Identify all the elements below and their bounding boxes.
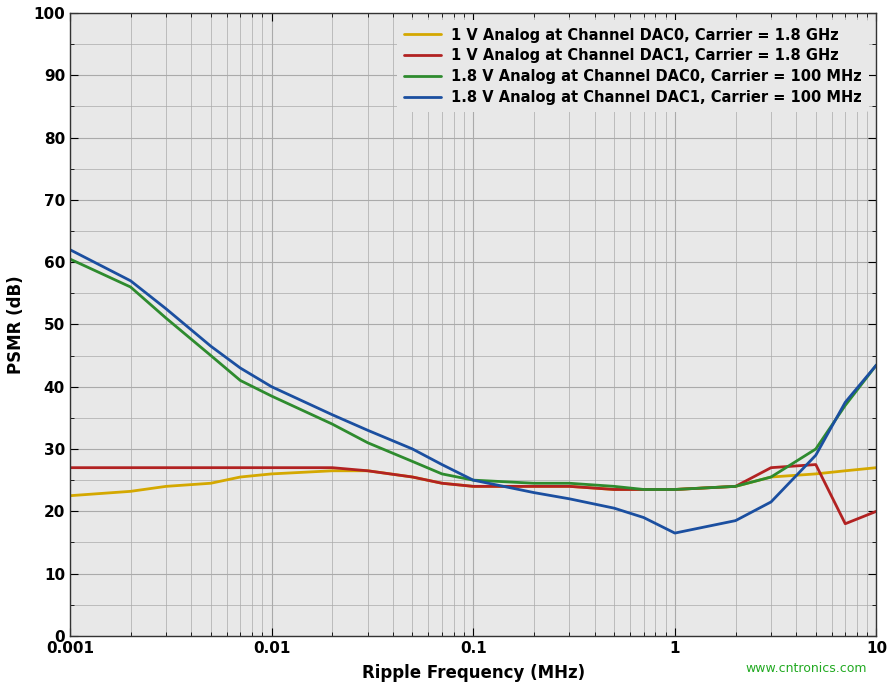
Y-axis label: PSMR (dB): PSMR (dB)	[7, 275, 25, 373]
1.8 V Analog at Channel DAC0, Carrier = 100 MHz	[871, 361, 881, 369]
1.8 V Analog at Channel DAC0, Carrier = 100 MHz	[811, 445, 822, 453]
1.8 V Analog at Channel DAC0, Carrier = 100 MHz	[730, 482, 741, 491]
1.8 V Analog at Channel DAC0, Carrier = 100 MHz	[839, 401, 850, 409]
1 V Analog at Channel DAC1, Carrier = 1.8 GHz	[362, 466, 373, 475]
1 V Analog at Channel DAC0, Carrier = 1.8 GHz	[670, 485, 680, 493]
1 V Analog at Channel DAC1, Carrier = 1.8 GHz	[670, 485, 680, 493]
1.8 V Analog at Channel DAC0, Carrier = 100 MHz	[564, 479, 575, 487]
1.8 V Analog at Channel DAC1, Carrier = 100 MHz	[730, 517, 741, 525]
1.8 V Analog at Channel DAC1, Carrier = 100 MHz	[871, 361, 881, 369]
1.8 V Analog at Channel DAC0, Carrier = 100 MHz	[407, 457, 417, 466]
1 V Analog at Channel DAC0, Carrier = 1.8 GHz	[64, 491, 75, 500]
1.8 V Analog at Channel DAC1, Carrier = 100 MHz	[206, 342, 216, 350]
1.8 V Analog at Channel DAC1, Carrier = 100 MHz	[811, 451, 822, 460]
1.8 V Analog at Channel DAC1, Carrier = 100 MHz	[407, 445, 417, 453]
1 V Analog at Channel DAC1, Carrier = 1.8 GHz	[235, 464, 246, 472]
1 V Analog at Channel DAC1, Carrier = 1.8 GHz	[638, 485, 649, 493]
1 V Analog at Channel DAC0, Carrier = 1.8 GHz	[161, 482, 172, 491]
1 V Analog at Channel DAC0, Carrier = 1.8 GHz	[436, 479, 447, 487]
Text: www.cntronics.com: www.cntronics.com	[746, 662, 867, 675]
1 V Analog at Channel DAC1, Carrier = 1.8 GHz	[528, 482, 539, 491]
1 V Analog at Channel DAC1, Carrier = 1.8 GHz	[730, 482, 741, 491]
1 V Analog at Channel DAC0, Carrier = 1.8 GHz	[730, 482, 741, 491]
1.8 V Analog at Channel DAC1, Carrier = 100 MHz	[436, 460, 447, 469]
1 V Analog at Channel DAC1, Carrier = 1.8 GHz	[811, 460, 822, 469]
1.8 V Analog at Channel DAC1, Carrier = 100 MHz	[161, 305, 172, 313]
1 V Analog at Channel DAC1, Carrier = 1.8 GHz	[839, 520, 850, 528]
1.8 V Analog at Channel DAC0, Carrier = 100 MHz	[638, 485, 649, 493]
1 V Analog at Channel DAC1, Carrier = 1.8 GHz	[327, 464, 338, 472]
1.8 V Analog at Channel DAC1, Carrier = 100 MHz	[839, 398, 850, 407]
1.8 V Analog at Channel DAC0, Carrier = 100 MHz	[670, 485, 680, 493]
1.8 V Analog at Channel DAC0, Carrier = 100 MHz	[161, 314, 172, 322]
1.8 V Analog at Channel DAC0, Carrier = 100 MHz	[528, 479, 539, 487]
1 V Analog at Channel DAC0, Carrier = 1.8 GHz	[362, 466, 373, 475]
1 V Analog at Channel DAC1, Carrier = 1.8 GHz	[161, 464, 172, 472]
1 V Analog at Channel DAC0, Carrier = 1.8 GHz	[468, 482, 478, 491]
1 V Analog at Channel DAC0, Carrier = 1.8 GHz	[811, 470, 822, 478]
1 V Analog at Channel DAC1, Carrier = 1.8 GHz	[266, 464, 277, 472]
1.8 V Analog at Channel DAC0, Carrier = 100 MHz	[327, 420, 338, 428]
1.8 V Analog at Channel DAC0, Carrier = 100 MHz	[609, 482, 620, 491]
1 V Analog at Channel DAC1, Carrier = 1.8 GHz	[609, 485, 620, 493]
Line: 1.8 V Analog at Channel DAC1, Carrier = 100 MHz: 1.8 V Analog at Channel DAC1, Carrier = …	[70, 249, 876, 533]
1 V Analog at Channel DAC0, Carrier = 1.8 GHz	[235, 473, 246, 481]
1.8 V Analog at Channel DAC1, Carrier = 100 MHz	[638, 513, 649, 522]
Legend: 1 V Analog at Channel DAC0, Carrier = 1.8 GHz, 1 V Analog at Channel DAC1, Carri: 1 V Analog at Channel DAC0, Carrier = 1.…	[397, 20, 869, 112]
1.8 V Analog at Channel DAC0, Carrier = 100 MHz	[125, 283, 136, 291]
1 V Analog at Channel DAC0, Carrier = 1.8 GHz	[125, 487, 136, 495]
1.8 V Analog at Channel DAC0, Carrier = 100 MHz	[266, 392, 277, 400]
1.8 V Analog at Channel DAC1, Carrier = 100 MHz	[528, 489, 539, 497]
1.8 V Analog at Channel DAC1, Carrier = 100 MHz	[609, 504, 620, 513]
1 V Analog at Channel DAC1, Carrier = 1.8 GHz	[436, 479, 447, 487]
1 V Analog at Channel DAC0, Carrier = 1.8 GHz	[528, 482, 539, 491]
1 V Analog at Channel DAC0, Carrier = 1.8 GHz	[266, 470, 277, 478]
Line: 1 V Analog at Channel DAC1, Carrier = 1.8 GHz: 1 V Analog at Channel DAC1, Carrier = 1.…	[70, 464, 876, 524]
1 V Analog at Channel DAC0, Carrier = 1.8 GHz	[839, 466, 850, 475]
1.8 V Analog at Channel DAC0, Carrier = 100 MHz	[436, 470, 447, 478]
1 V Analog at Channel DAC1, Carrier = 1.8 GHz	[871, 507, 881, 515]
1.8 V Analog at Channel DAC1, Carrier = 100 MHz	[564, 495, 575, 503]
1.8 V Analog at Channel DAC1, Carrier = 100 MHz	[468, 476, 478, 484]
1.8 V Analog at Channel DAC0, Carrier = 100 MHz	[64, 255, 75, 263]
1.8 V Analog at Channel DAC1, Carrier = 100 MHz	[670, 529, 680, 537]
1.8 V Analog at Channel DAC0, Carrier = 100 MHz	[362, 439, 373, 447]
1 V Analog at Channel DAC0, Carrier = 1.8 GHz	[327, 466, 338, 475]
1.8 V Analog at Channel DAC1, Carrier = 100 MHz	[125, 277, 136, 285]
1.8 V Analog at Channel DAC0, Carrier = 100 MHz	[206, 351, 216, 360]
1.8 V Analog at Channel DAC0, Carrier = 100 MHz	[765, 473, 776, 481]
1.8 V Analog at Channel DAC1, Carrier = 100 MHz	[362, 426, 373, 435]
Line: 1 V Analog at Channel DAC0, Carrier = 1.8 GHz: 1 V Analog at Channel DAC0, Carrier = 1.…	[70, 468, 876, 495]
1 V Analog at Channel DAC0, Carrier = 1.8 GHz	[638, 485, 649, 493]
1 V Analog at Channel DAC0, Carrier = 1.8 GHz	[407, 473, 417, 481]
X-axis label: Ripple Frequency (MHz): Ripple Frequency (MHz)	[362, 664, 585, 682]
1 V Analog at Channel DAC1, Carrier = 1.8 GHz	[468, 482, 478, 491]
1.8 V Analog at Channel DAC0, Carrier = 100 MHz	[468, 476, 478, 484]
1 V Analog at Channel DAC1, Carrier = 1.8 GHz	[765, 464, 776, 472]
1.8 V Analog at Channel DAC1, Carrier = 100 MHz	[64, 245, 75, 254]
1 V Analog at Channel DAC1, Carrier = 1.8 GHz	[206, 464, 216, 472]
1.8 V Analog at Channel DAC1, Carrier = 100 MHz	[327, 411, 338, 419]
1 V Analog at Channel DAC0, Carrier = 1.8 GHz	[871, 464, 881, 472]
1 V Analog at Channel DAC0, Carrier = 1.8 GHz	[609, 485, 620, 493]
1 V Analog at Channel DAC0, Carrier = 1.8 GHz	[765, 473, 776, 481]
1 V Analog at Channel DAC0, Carrier = 1.8 GHz	[564, 482, 575, 491]
1.8 V Analog at Channel DAC0, Carrier = 100 MHz	[235, 376, 246, 384]
1.8 V Analog at Channel DAC1, Carrier = 100 MHz	[266, 382, 277, 391]
1 V Analog at Channel DAC1, Carrier = 1.8 GHz	[564, 482, 575, 491]
Line: 1.8 V Analog at Channel DAC0, Carrier = 100 MHz: 1.8 V Analog at Channel DAC0, Carrier = …	[70, 259, 876, 489]
1.8 V Analog at Channel DAC1, Carrier = 100 MHz	[765, 497, 776, 506]
1 V Analog at Channel DAC0, Carrier = 1.8 GHz	[206, 479, 216, 487]
1 V Analog at Channel DAC1, Carrier = 1.8 GHz	[125, 464, 136, 472]
1 V Analog at Channel DAC1, Carrier = 1.8 GHz	[64, 464, 75, 472]
1 V Analog at Channel DAC1, Carrier = 1.8 GHz	[407, 473, 417, 481]
1.8 V Analog at Channel DAC1, Carrier = 100 MHz	[235, 364, 246, 372]
